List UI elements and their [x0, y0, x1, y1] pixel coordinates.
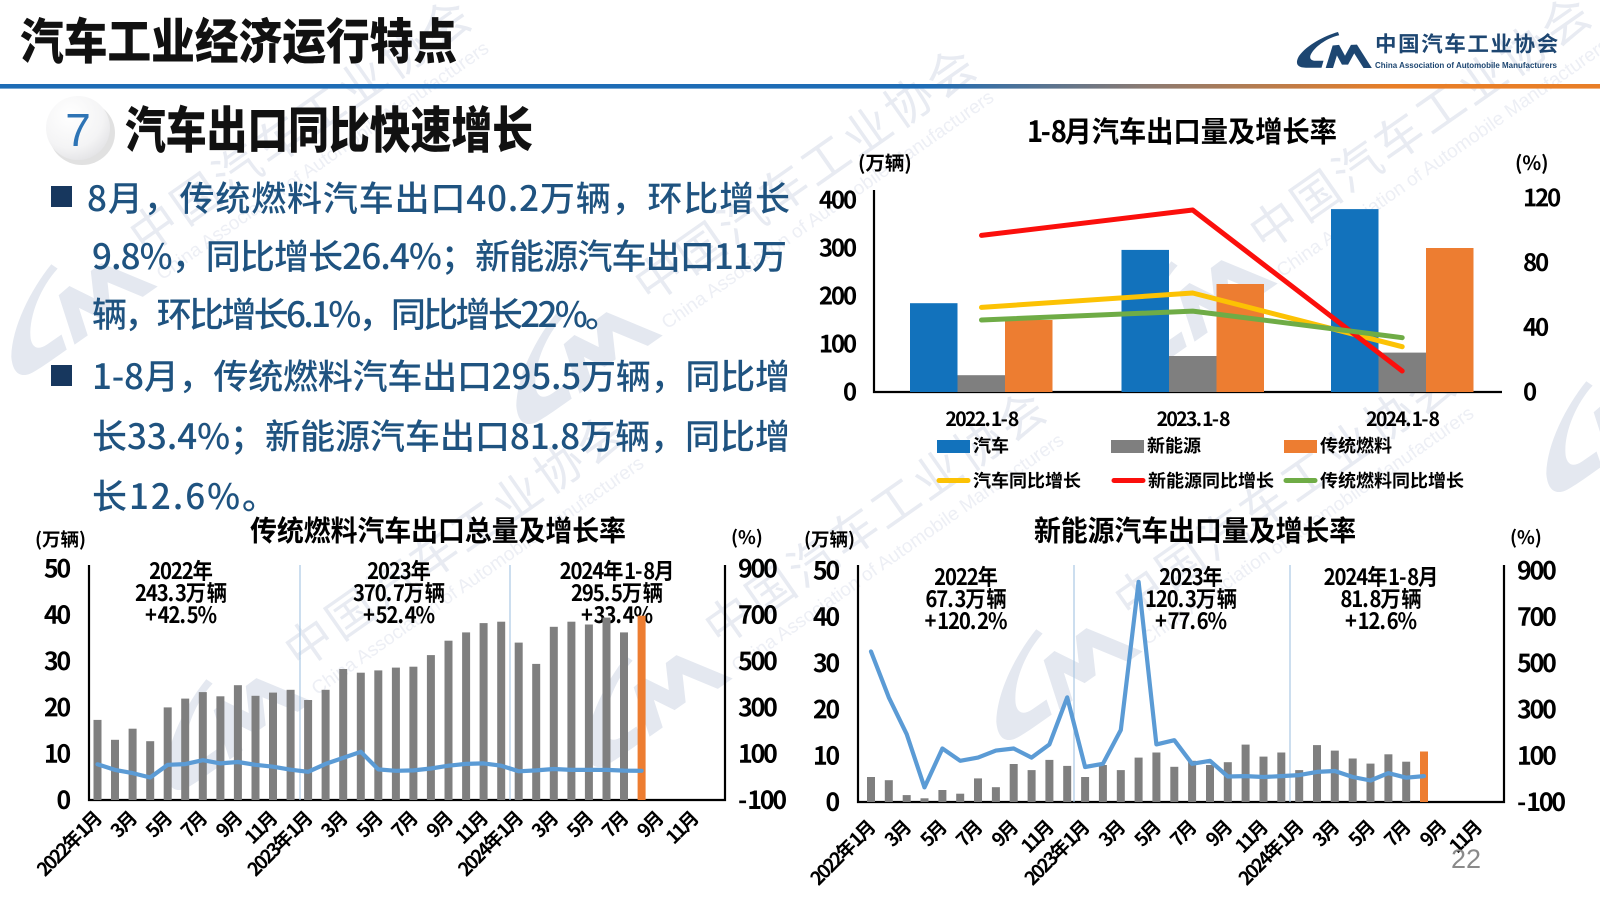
- svg-text:China Association of Automobil: China Association of Automobile Manufact…: [1375, 60, 1557, 70]
- svg-text:22: 22: [1451, 844, 1481, 874]
- svg-text:7: 7: [65, 104, 91, 156]
